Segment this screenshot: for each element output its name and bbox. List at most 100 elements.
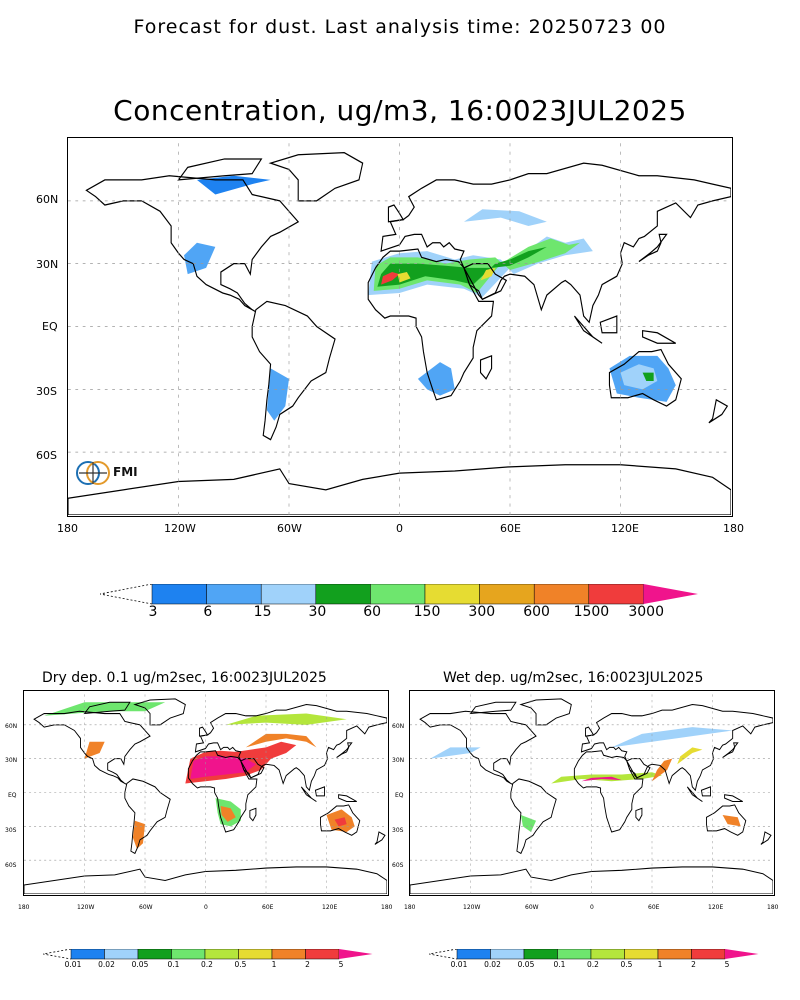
concentration-colorbar-label: 3 <box>148 604 158 620</box>
lon-label-120e: 120E <box>611 522 639 535</box>
wet-colorbar-label: 0.1 <box>553 960 566 969</box>
concentration-colorbar-label: 1500 <box>573 604 610 620</box>
wet-colorbar-under-arrow <box>429 949 458 960</box>
dry-colorbar-label: 0.05 <box>131 960 149 969</box>
wet-colorbar-label: 0.01 <box>450 960 468 969</box>
wet-lon-0: 0 <box>590 904 594 911</box>
lon-label-180w: 180 <box>57 522 78 535</box>
dry-colorbar-swatch <box>204 949 239 960</box>
concentration-colorbar-label: 15 <box>253 604 272 620</box>
wet-deposition-colorbar <box>429 949 759 960</box>
dry-colorbar-label: 2 <box>305 960 310 969</box>
dry-colorbar-swatch <box>171 949 206 960</box>
dry-lon-120w: 120W <box>77 904 95 911</box>
concentration-colorbar-label: 3000 <box>628 604 665 620</box>
dry-colorbar-label: 1 <box>271 960 277 969</box>
concentration-map: FMI <box>67 137 733 517</box>
dry-colorbar-label: 0.1 <box>167 960 180 969</box>
lat-label-60n: 60N <box>36 193 59 206</box>
fmi-logo-icon <box>76 461 110 485</box>
wet-lon-180w: 180 <box>404 904 416 911</box>
concentration-colorbar-swatch <box>479 584 535 605</box>
wet-colorbar-swatch <box>590 949 625 960</box>
dry-deposition-colorbar <box>43 949 373 960</box>
concentration-colorbar-label: 60 <box>363 604 382 620</box>
lon-label-0: 0 <box>396 522 403 535</box>
lat-label-30n: 30N <box>36 258 59 271</box>
dry-lon-60e: 60E <box>262 904 274 911</box>
dry-lat-30s: 30S <box>5 827 17 834</box>
dust-concentration-field <box>184 175 676 421</box>
concentration-colorbar-label: 6 <box>203 604 213 620</box>
concentration-colorbar-label: 300 <box>468 604 496 620</box>
dry-lon-120e: 120E <box>322 904 338 911</box>
dry-lat-60n: 60N <box>5 723 18 730</box>
dry-deposition-map <box>23 690 389 896</box>
concentration-colorbar-under-arrow <box>100 584 153 605</box>
concentration-map-title: Concentration, ug/m3, 16:0023JUL2025 <box>113 94 687 127</box>
wet-deposition-canvas <box>410 691 774 895</box>
concentration-colorbar-label: 150 <box>413 604 441 620</box>
dry-colorbar-swatch <box>137 949 172 960</box>
dry-lat-60s: 60S <box>5 862 17 869</box>
dry-colorbar-swatch <box>305 949 340 960</box>
concentration-colorbar-swatch <box>424 584 480 605</box>
wet-colorbar-over-arrow <box>725 949 759 959</box>
dry-deposition-field <box>44 702 355 849</box>
dry-colorbar-label: 0.5 <box>234 960 247 969</box>
concentration-map-canvas <box>68 138 732 516</box>
dry-colorbar-label: 0.2 <box>201 960 213 969</box>
wet-colorbar-label: 5 <box>724 960 730 969</box>
wet-colorbar-label: 1 <box>657 960 663 969</box>
lat-label-60s: 60S <box>36 449 57 462</box>
wet-colorbar-swatch <box>456 949 491 960</box>
dry-colorbar-swatch <box>104 949 139 960</box>
dry-deposition-title: Dry dep. 0.1 ug/m2sec, 16:0023JUL2025 <box>42 670 327 686</box>
dry-lat-eq: EQ <box>8 792 17 799</box>
wet-lon-180e: 180 <box>767 904 779 911</box>
dry-deposition-canvas <box>24 691 388 895</box>
lat-label-30s: 30S <box>36 385 57 398</box>
dry-colorbar-over-arrow <box>339 949 373 959</box>
wet-colorbar-label: 0.5 <box>620 960 633 969</box>
concentration-colorbar-swatch <box>533 584 590 605</box>
wet-lon-120e: 120E <box>708 904 724 911</box>
wet-lat-30s: 30S <box>392 827 404 834</box>
wet-lon-60w: 60W <box>525 904 539 911</box>
wet-lon-60e: 60E <box>648 904 660 911</box>
dry-colorbar-under-arrow <box>43 949 72 960</box>
wet-colorbar-label: 2 <box>691 960 696 969</box>
concentration-colorbar-swatch <box>260 584 317 605</box>
wet-colorbar-swatch <box>557 949 592 960</box>
concentration-colorbar-swatch <box>206 584 262 605</box>
lon-label-60e: 60E <box>500 522 521 535</box>
wet-deposition-title: Wet dep. ug/m2sec, 16:0023JUL2025 <box>443 670 704 686</box>
concentration-colorbar <box>100 584 698 605</box>
concentration-colorbar-swatch <box>315 584 371 605</box>
dry-colorbar-swatch <box>70 949 105 960</box>
concentration-colorbar-label: 30 <box>308 604 327 620</box>
dry-lat-30n: 30N <box>5 757 18 764</box>
dry-lon-180w: 180 <box>18 904 30 911</box>
concentration-colorbar-swatch <box>588 584 644 605</box>
wet-colorbar-label: 0.02 <box>484 960 501 969</box>
wet-lat-30n: 30N <box>392 757 405 764</box>
wet-lat-60n: 60N <box>392 723 405 730</box>
wet-deposition-field <box>430 727 741 832</box>
forecast-header: Forecast for dust. Last analysis time: 2… <box>133 16 667 38</box>
dry-lon-180e: 180 <box>381 904 393 911</box>
wet-colorbar-label: 0.2 <box>587 960 599 969</box>
wet-colorbar-swatch <box>624 949 659 960</box>
wet-deposition-map <box>409 690 775 896</box>
dry-colorbar-swatch <box>271 949 306 960</box>
wet-colorbar-swatch <box>691 949 726 960</box>
dry-lon-0: 0 <box>204 904 208 911</box>
lat-label-eq: EQ <box>42 320 58 333</box>
concentration-colorbar-swatch <box>151 584 207 605</box>
dry-lon-60w: 60W <box>139 904 153 911</box>
wet-colorbar-label: 0.05 <box>517 960 535 969</box>
lon-label-120w: 120W <box>164 522 196 535</box>
dry-colorbar-label: 5 <box>338 960 344 969</box>
wet-lat-eq: EQ <box>395 792 404 799</box>
concentration-colorbar-label: 600 <box>523 604 550 620</box>
